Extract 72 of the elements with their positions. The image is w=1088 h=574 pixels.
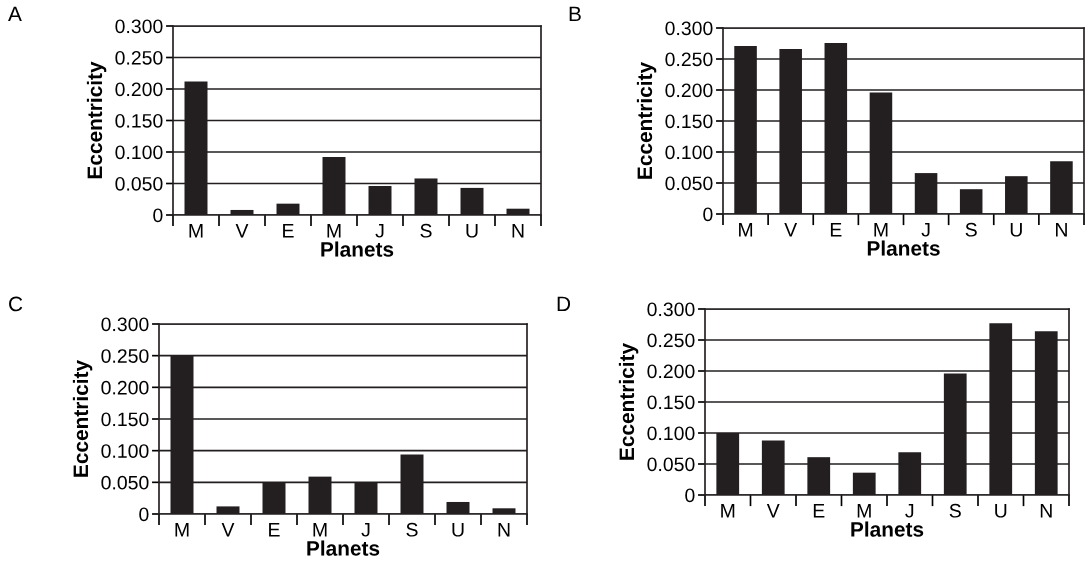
- x-tick-label: M: [721, 504, 735, 518]
- x-axis-title: Planets: [867, 240, 940, 256]
- x-tick-label: U: [995, 504, 1007, 518]
- chart-title: A: [8, 6, 22, 22]
- y-tick-label: 0: [685, 488, 695, 503]
- y-tick-label: 0.100: [665, 145, 713, 160]
- x-tick-label: N: [1056, 223, 1067, 237]
- x-tick-label: U: [452, 523, 464, 537]
- x-tick-label: M: [175, 523, 189, 537]
- x-tick-label: S: [420, 223, 432, 238]
- x-tick-label: N: [498, 523, 510, 537]
- x-tick-label: N: [1040, 504, 1052, 518]
- x-tick-label: S: [406, 522, 418, 537]
- y-tick-label: 0.150: [115, 113, 163, 128]
- y-tick-label: 0.250: [665, 52, 713, 67]
- x-tick-label: V: [784, 223, 798, 237]
- y-tick-label: 0: [139, 507, 149, 522]
- x-tick-label: S: [965, 222, 977, 237]
- x-tick-label: M: [874, 223, 888, 237]
- y-tick-label: 0.300: [115, 19, 163, 34]
- x-tick-label: V: [221, 523, 235, 537]
- y-tick-label: 0.250: [647, 333, 695, 348]
- chart-title: B: [569, 6, 581, 22]
- x-tick-label: E: [269, 523, 280, 537]
- x-tick-label: V: [235, 224, 249, 238]
- y-tick-label: 0.250: [115, 50, 163, 65]
- y-tick-label: 0: [703, 207, 713, 222]
- y-tick-label: 0.200: [101, 380, 149, 395]
- y-axis-title: Eccentricity: [86, 61, 107, 179]
- x-tick-label: U: [466, 224, 478, 238]
- y-tick-label: 0.300: [101, 317, 149, 332]
- x-axis-title: Planets: [851, 521, 924, 537]
- y-tick-label: 0.100: [101, 444, 149, 458]
- y-tick-label: 0.300: [665, 21, 713, 36]
- x-tick-label: M: [857, 504, 871, 518]
- y-tick-label: 0.300: [647, 302, 695, 317]
- y-tick-label: 0.200: [647, 364, 695, 379]
- x-tick-label: V: [766, 504, 780, 518]
- chart-title: D: [557, 296, 571, 312]
- x-tick-label: J: [375, 224, 384, 238]
- x-tick-label: M: [739, 223, 753, 237]
- y-tick-label: 0.100: [115, 145, 163, 160]
- x-tick-label: U: [1010, 223, 1022, 237]
- x-tick-label: M: [313, 523, 327, 537]
- y-tick-label: 0.250: [101, 349, 149, 363]
- x-tick-label: E: [283, 224, 294, 238]
- y-tick-label: 0: [153, 208, 163, 223]
- y-tick-label: 0.050: [647, 457, 695, 472]
- y-axis-title: Eccentricity: [72, 360, 93, 477]
- y-tick-label: 0.050: [101, 475, 149, 490]
- y-axis-title: Eccentricity: [618, 343, 639, 460]
- x-tick-label: M: [327, 224, 341, 238]
- x-axis-title: Planets: [321, 241, 394, 257]
- x-tick-label: J: [921, 223, 930, 237]
- x-tick-label: J: [905, 504, 914, 518]
- y-tick-label: 0.200: [665, 83, 713, 98]
- chart-title: C: [9, 296, 23, 312]
- y-tick-label: 0.150: [665, 114, 713, 129]
- y-tick-label: 0.150: [101, 412, 149, 427]
- y-tick-label: 0.100: [647, 426, 695, 441]
- y-tick-label: 0.050: [665, 176, 713, 191]
- y-tick-label: 0.200: [115, 82, 163, 97]
- y-tick-label: 0.050: [115, 176, 163, 191]
- x-tick-label: E: [830, 223, 842, 237]
- y-tick-label: 0.150: [647, 395, 695, 410]
- x-axis-title: Planets: [307, 540, 380, 556]
- x-tick-label: J: [361, 523, 370, 537]
- x-tick-label: S: [949, 503, 961, 518]
- y-axis-title: Eccentricity: [636, 62, 657, 179]
- x-tick-label: N: [512, 224, 524, 238]
- x-tick-label: E: [813, 504, 825, 518]
- x-tick-label: M: [189, 224, 203, 238]
